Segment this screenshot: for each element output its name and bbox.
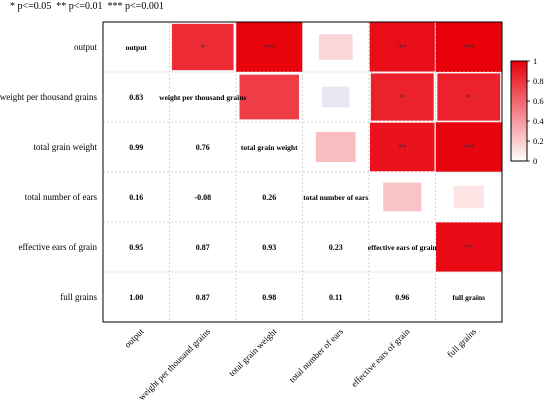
heatmap-cell [318, 34, 353, 60]
y-tick-label-total-number-of-ears: total number of ears [25, 192, 98, 202]
colorbar-tick-label: 0.4 [533, 116, 544, 126]
heatmap-cell [383, 182, 422, 212]
heatmap-cell [315, 132, 356, 162]
correlation-value: 0.23 [329, 243, 343, 252]
x-tick-label-total-number-of-ears: total number of ears [287, 326, 345, 384]
x-tick-label-total-grain-weight: total grain weight [227, 326, 279, 378]
correlation-value: 0.26 [262, 193, 276, 202]
heatmap-cell [435, 22, 502, 72]
diagonal-label-full-grains: full grains [452, 293, 485, 302]
diagonal-label-weight-per-thousand-grains: weight per thousand grains [159, 93, 246, 102]
y-tick-label-full-grains: full grains [60, 292, 97, 302]
plot-frame [102, 21, 503, 323]
y-tick-label-total-grain-weight: total grain weight [34, 142, 98, 152]
diagonal-label-effective-ears-of-grain: effective ears of grain [368, 243, 438, 252]
y-tick-label-weight-per-thousand-grains: weight per thousand grains [0, 92, 97, 102]
heatmap-cell [236, 22, 303, 72]
correlation-value: -0.08 [194, 193, 211, 202]
colorbar-tick-label: 0.2 [533, 136, 544, 146]
significance-mark: ** [398, 143, 406, 152]
x-tick-label-effective-ears-of-grain: effective ears of grain [349, 326, 412, 389]
colorbar-tick-label: 0.8 [533, 76, 544, 86]
correlation-value: 0.16 [129, 193, 143, 202]
correlation-value: 1.00 [129, 293, 143, 302]
heatmap-cell [435, 122, 502, 172]
colorbar-tick-label: 0 [533, 156, 537, 166]
heatmap-cell [322, 86, 350, 108]
correlation-value: 0.95 [129, 243, 143, 252]
significance-mark: *** [463, 143, 475, 152]
heatmap-cell [437, 73, 501, 121]
correlation-value: 0.87 [196, 243, 210, 252]
heatmap-cell [239, 74, 300, 120]
significance-mark: * [201, 43, 205, 52]
y-tick-label-effective-ears-of-grain: effective ears of grain [18, 242, 97, 252]
correlation-value: 0.83 [129, 93, 143, 102]
x-tick-label-weight-per-thousand-grains: weight per thousand grains [136, 326, 212, 401]
significance-legend: * p<=0.05 ** p<=0.01 *** p<=0.001 [10, 1, 164, 12]
heatmap-cell [370, 73, 434, 121]
correlation-value: 0.93 [262, 243, 276, 252]
significance-mark: *** [463, 43, 475, 52]
diagonal-label-total-number-of-ears: total number of ears [303, 193, 368, 202]
x-tick-label-full-grains: full grains [445, 326, 478, 359]
significance-mark: *** [263, 43, 275, 52]
significance-mark: * [400, 93, 404, 102]
significance-mark: ** [398, 43, 406, 52]
colorbar [510, 60, 528, 162]
correlation-value: 0.96 [395, 293, 409, 302]
diagonal-label-output: output [126, 43, 148, 52]
significance-mark: * [467, 93, 471, 102]
heatmap-cell [171, 23, 234, 71]
colorbar-tick-label: 0.6 [533, 96, 544, 106]
x-tick-label-output: output [122, 326, 146, 350]
correlation-value: 0.99 [129, 143, 143, 152]
heatmap-cell [436, 222, 502, 272]
correlation-value: 0.87 [196, 293, 210, 302]
significance-mark: ** [465, 243, 473, 252]
colorbar-tick-label: 1 [533, 56, 537, 66]
heatmap-cell [453, 185, 484, 209]
diagonal-label-total-grain-weight: total grain weight [241, 143, 298, 152]
heatmap-cell [369, 22, 435, 72]
correlation-value: 0.76 [196, 143, 210, 152]
heatmap-cell [369, 122, 435, 172]
correlation-value: 0.11 [329, 293, 343, 302]
correlation-value: 0.98 [262, 293, 276, 302]
y-tick-label-output: output [74, 42, 98, 52]
